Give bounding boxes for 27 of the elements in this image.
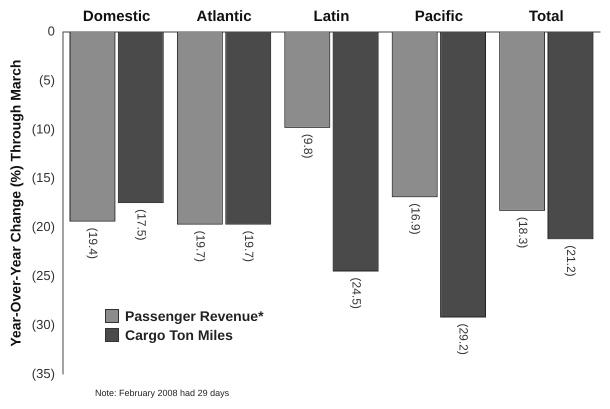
data-label: (29.2) <box>456 323 471 355</box>
data-label: (19.4) <box>86 228 100 260</box>
x-tick-label: Latin <box>314 8 350 26</box>
data-label: (19.7) <box>194 230 208 262</box>
data-label: (17.5) <box>134 209 148 240</box>
data-label: (24.5) <box>349 278 364 309</box>
y-axis-title: Year-Over-Year Change (%) Through March <box>7 60 24 347</box>
y-tick-label: (5) <box>39 72 55 88</box>
x-tick-label: Atlantic <box>196 8 252 26</box>
legend-label: Cargo Ton Miles <box>125 327 233 343</box>
y-tick-label: 0 <box>48 24 55 39</box>
x-tick-label: Domestic <box>82 8 150 26</box>
legend-label: Passenger Revenue* <box>125 308 264 324</box>
x-tick-label: Total <box>528 8 564 26</box>
y-tick-label: (15) <box>32 170 55 186</box>
y-tick-label: (20) <box>32 219 55 234</box>
y-tick-label: (35) <box>32 366 55 381</box>
data-label: (16.9) <box>408 203 422 235</box>
data-label: (19.7) <box>242 230 256 262</box>
y-tick-label: (30) <box>32 316 55 332</box>
y-tick-label: (10) <box>32 121 55 136</box>
data-label: (21.2) <box>564 245 578 277</box>
x-tick-label: Pacific <box>414 8 464 26</box>
data-label: (9.8) <box>300 134 315 159</box>
data-label: (18.3) <box>516 216 530 248</box>
y-tick-label: (25) <box>32 268 55 284</box>
text: Note: February 2008 had 29 days <box>95 388 230 398</box>
